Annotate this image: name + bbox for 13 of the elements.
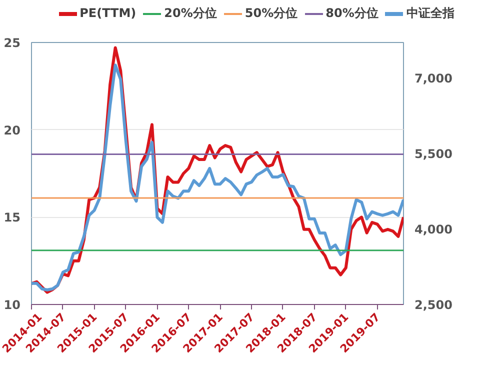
legend-label: 中证全指 bbox=[406, 6, 454, 20]
y2-tick-label: 7,000 bbox=[414, 71, 452, 86]
y2-tick-label: 5,500 bbox=[414, 146, 452, 161]
y-tick-label: 25 bbox=[4, 36, 21, 50]
y-tick-label: 10 bbox=[4, 298, 21, 312]
y-tick-label: 15 bbox=[4, 210, 21, 225]
legend-label: 50%分位 bbox=[244, 6, 298, 20]
legend-label: 20%分位 bbox=[164, 6, 217, 20]
y-tick-label: 20 bbox=[4, 123, 21, 138]
y2-tick-label: 2,500 bbox=[414, 298, 452, 312]
legend-label: 80%分位 bbox=[326, 6, 378, 20]
legend-label: PE(TTM) bbox=[80, 6, 136, 20]
y2-tick-label: 4,000 bbox=[414, 222, 452, 236]
